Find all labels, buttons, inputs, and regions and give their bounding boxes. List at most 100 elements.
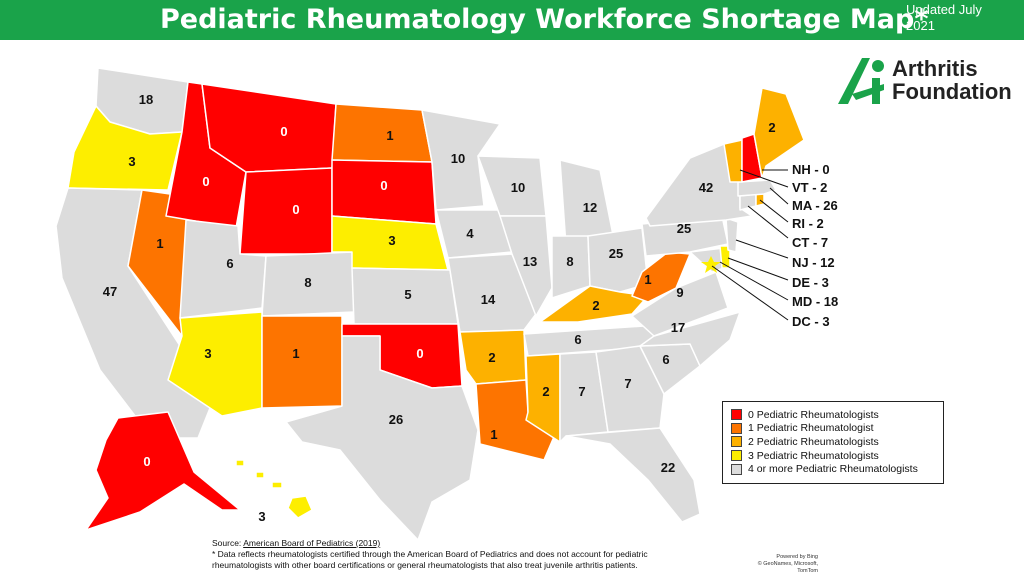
legend-swatch: [731, 436, 742, 448]
label-MN: 10: [451, 151, 465, 166]
label-IL: 13: [523, 254, 537, 269]
label-NC: 17: [671, 320, 685, 335]
legend-label: 4 or more Pediatric Rheumatologists: [748, 463, 918, 476]
callout-DE: DE - 3: [792, 275, 829, 290]
callout-MA: MA - 26: [792, 198, 838, 213]
label-OH: 25: [609, 246, 623, 261]
label-WI: 10: [511, 180, 525, 195]
label-GA: 7: [624, 376, 631, 391]
legend-item: 1 Pediatric Rheumatologist: [731, 422, 943, 436]
state-OR: [67, 105, 183, 191]
logo-text-line1: Arthritis: [892, 56, 978, 81]
state-HI: [287, 495, 313, 519]
label-MO: 14: [481, 292, 496, 307]
label-SD: 0: [380, 178, 387, 193]
label-WY: 0: [292, 202, 299, 217]
state-MS: [525, 353, 561, 443]
callout-NH: NH - 0: [792, 162, 830, 177]
legend-swatch: [731, 450, 742, 462]
label-SC: 6: [662, 352, 669, 367]
state-NC: [639, 311, 741, 367]
state-ND: [331, 103, 433, 163]
state-FL: [565, 427, 701, 523]
label-VA: 9: [676, 285, 683, 300]
source-link[interactable]: American Board of Pediatrics (2019): [243, 538, 381, 548]
label-NM: 1: [292, 346, 299, 361]
state-MA: [737, 179, 777, 197]
label-OR: 3: [128, 154, 135, 169]
label-MT: 0: [280, 124, 287, 139]
callout-DC: DC - 3: [792, 314, 830, 329]
page-title: Pediatric Rheumatology Workforce Shortag…: [160, 4, 929, 35]
state-MN: [421, 109, 501, 211]
legend-item: 2 Pediatric Rheumatologists: [731, 435, 943, 449]
label-NY: 42: [699, 180, 713, 195]
legend-label: 3 Pediatric Rheumatologists: [748, 449, 879, 462]
label-PA: 25: [677, 221, 691, 236]
state-OH: [587, 227, 649, 293]
label-CA: 47: [103, 284, 117, 299]
updated-date: Updated July 2021: [906, 2, 982, 33]
label-LA: 1: [490, 427, 497, 442]
state-TX: [285, 335, 479, 540]
label-WA: 18: [139, 92, 153, 107]
label-NV: 1: [156, 236, 163, 251]
label-NE: 3: [388, 233, 395, 248]
state-MO: [447, 253, 537, 333]
legend-swatch: [731, 463, 742, 475]
label-TX: 26: [389, 412, 403, 427]
callout-MD: MD - 18: [792, 294, 838, 309]
label-TN: 6: [574, 332, 581, 347]
legend-label: 2 Pediatric Rheumatologists: [748, 435, 879, 448]
header-banner: Pediatric Rheumatology Workforce Shortag…: [0, 0, 1024, 40]
state-WY: [239, 167, 333, 255]
label-ID: 0: [202, 174, 209, 189]
state-labels: 18 3 47 1 0 0 0 6 8 3 1 1 0 3 5 0 26 10 …: [103, 92, 776, 524]
label-AL: 7: [578, 384, 585, 399]
label-OK: 0: [416, 346, 423, 361]
label-AZ: 3: [204, 346, 211, 361]
logo-text-line2: Foundation: [892, 79, 1012, 104]
callout-NJ: NJ - 12: [792, 255, 835, 270]
state-HI-islands: [235, 459, 283, 489]
label-FL: 22: [661, 460, 675, 475]
label-AR: 2: [488, 350, 495, 365]
label-ME: 2: [768, 120, 775, 135]
label-KS: 5: [404, 287, 411, 302]
legend-label: 1 Pediatric Rheumatologist: [748, 422, 874, 435]
label-KY: 2: [592, 298, 599, 313]
label-ND: 1: [386, 128, 393, 143]
label-UT: 6: [226, 256, 233, 271]
legend-item: 0 Pediatric Rheumatologists: [731, 408, 943, 422]
map-legend: 0 Pediatric Rheumatologists 1 Pediatric …: [722, 401, 944, 484]
us-map: 18 3 47 1 0 0 0 6 8 3 1 1 0 3 5 0 26 10 …: [0, 40, 1024, 540]
state-IL: [499, 215, 553, 317]
label-MI: 12: [583, 200, 597, 215]
footnote: * Data reflects rheumatologists certifie…: [212, 549, 648, 570]
legend-label: 0 Pediatric Rheumatologists: [748, 408, 879, 421]
legend-item: 3 Pediatric Rheumatologists: [731, 449, 943, 463]
logo-mark-icon: [838, 58, 884, 104]
dc-star-icon: [701, 256, 721, 273]
state-GA: [595, 345, 665, 433]
callout-CT: CT - 7: [792, 235, 828, 250]
label-MS: 2: [542, 384, 549, 399]
label-WV: 1: [644, 272, 651, 287]
label-AK: 0: [143, 454, 150, 469]
source-line: Source: American Board of Pediatrics (20…: [212, 538, 381, 548]
legend-swatch: [731, 422, 742, 434]
map-svg: 18 3 47 1 0 0 0 6 8 3 1 1 0 3 5 0 26 10 …: [55, 67, 838, 540]
state-AK: [85, 411, 241, 531]
label-HI: 3: [258, 509, 265, 524]
state-NM: [261, 315, 343, 409]
callout-lines: [711, 169, 789, 321]
legend-swatch: [731, 409, 742, 421]
callout-VT: VT - 2: [792, 180, 827, 195]
map-attribution: Powered by Bing © GeoNames, Microsoft, T…: [757, 554, 818, 574]
state-NJ: [725, 217, 739, 253]
arthritis-foundation-logo: Arthritis Foundation: [836, 54, 1022, 106]
label-IA: 4: [466, 226, 474, 241]
callout-RI: RI - 2: [792, 216, 824, 231]
state-VA: [631, 271, 729, 337]
legend-item: 4 or more Pediatric Rheumatologists: [731, 462, 943, 476]
